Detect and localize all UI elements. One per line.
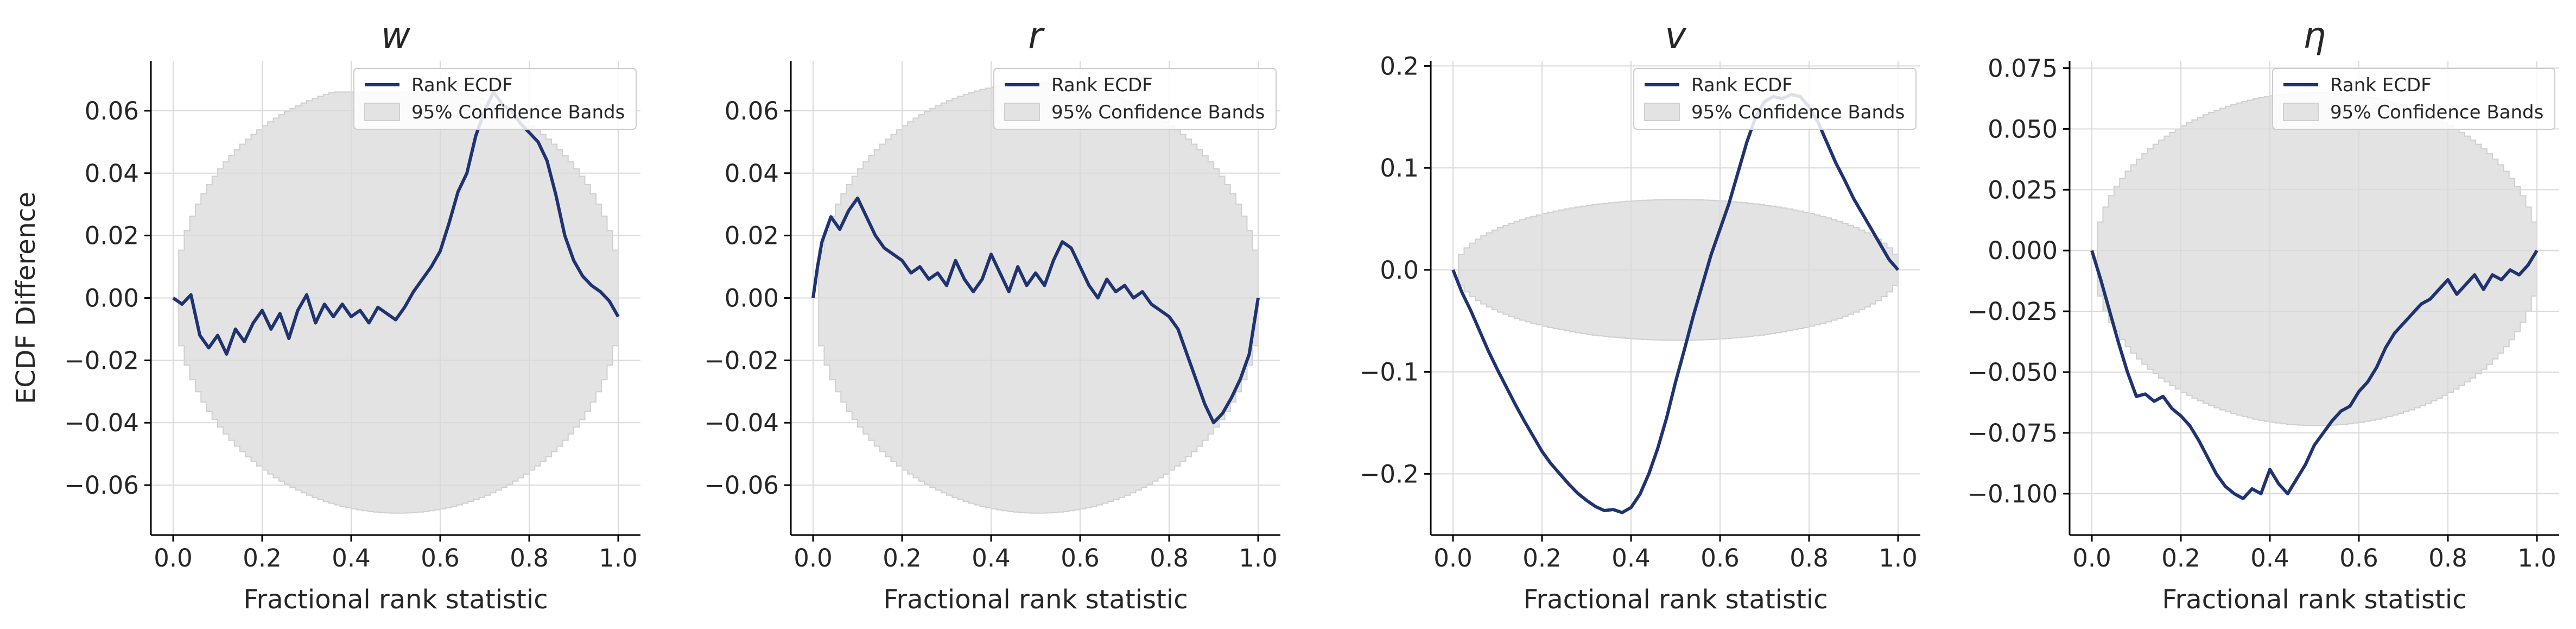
x-tick-label: 0.8 — [1150, 544, 1189, 573]
x-tick-label: 0.2 — [1522, 544, 1562, 573]
x-tick-label: 0.2 — [2161, 544, 2200, 573]
legend-band-swatch — [1644, 103, 1680, 121]
legend-band-swatch — [364, 103, 400, 121]
y-tick-label: −0.04 — [64, 408, 139, 437]
series-line-rank-ecdf — [1451, 92, 1900, 514]
series-line-rank-ecdf — [172, 90, 620, 356]
series-line-rank-ecdf — [2090, 249, 2539, 500]
y-tick-label: −0.2 — [1360, 460, 1419, 488]
subplot-title: v — [1665, 15, 1686, 56]
y-tick-label: −0.050 — [1967, 358, 2058, 387]
y-tick-label: 0.1 — [1380, 154, 1419, 183]
legend-box — [993, 68, 1277, 130]
y-tick-label: −0.06 — [64, 471, 139, 500]
x-axis-label: Fractional rank statistic — [1523, 584, 1828, 615]
x-tick-label: 0.8 — [2428, 544, 2467, 573]
y-tick-label: −0.04 — [704, 408, 779, 437]
x-tick-label: 1.0 — [599, 544, 638, 573]
y-tick-label: 0.04 — [85, 159, 139, 188]
legend-band-swatch — [2283, 103, 2319, 121]
y-tick-label: 0.02 — [85, 222, 139, 250]
legend-label-confidence-bands: 95% Confidence Bands — [1691, 102, 1905, 123]
y-tick-label: 0.06 — [85, 97, 139, 125]
x-axis-label: Fractional rank statistic — [243, 584, 548, 615]
legend-label-confidence-bands: 95% Confidence Bands — [1051, 102, 1265, 123]
y-tick-label: 0.06 — [725, 97, 779, 125]
x-tick-label: 0.2 — [243, 544, 282, 573]
y-tick-label: −0.100 — [1967, 480, 2058, 508]
x-tick-label: 0.6 — [1701, 544, 1740, 573]
x-tick-label: 0.4 — [1611, 544, 1651, 573]
x-axis-label: Fractional rank statistic — [2162, 584, 2466, 615]
legend-label-confidence-bands: 95% Confidence Bands — [411, 102, 625, 123]
series-line-rank-ecdf — [811, 196, 1260, 425]
legend-label-rank-ecdf: Rank ECDF — [2330, 74, 2432, 96]
legend-box — [2272, 68, 2555, 130]
y-tick-label: −0.075 — [1967, 419, 2058, 448]
x-tick-label: 0.0 — [154, 544, 193, 573]
subplot-title: η — [2303, 15, 2326, 56]
y-tick-label: −0.02 — [704, 346, 779, 375]
legend: Rank ECDF 95% Confidence Bands — [1633, 68, 1917, 130]
x-tick-label: 0.4 — [332, 544, 371, 573]
x-tick-label: 1.0 — [2517, 544, 2556, 573]
legend: Rank ECDF 95% Confidence Bands — [993, 68, 1277, 130]
x-axis-label: Fractional rank statistic — [883, 584, 1188, 615]
legend: Rank ECDF 95% Confidence Bands — [353, 68, 637, 130]
x-tick-label: 0.0 — [2072, 544, 2111, 573]
legend: Rank ECDF 95% Confidence Bands — [2272, 68, 2555, 130]
subplot-eta: 0.0 0.2 0.4 0.6 0.8 1.0 0.075 0.050 0.025 0.000 −0… — [1967, 15, 2559, 615]
y-tick-label: −0.1 — [1360, 358, 1419, 387]
y-tick-label: 0.000 — [1988, 236, 2058, 265]
x-tick-label: 0.6 — [1061, 544, 1100, 573]
legend-label-rank-ecdf: Rank ECDF — [1691, 74, 1793, 96]
y-tick-label: 0.02 — [725, 222, 779, 250]
y-tick-label: −0.06 — [704, 471, 779, 500]
y-tick-label: 0.075 — [1988, 54, 2058, 83]
y-tick-label: 0.0 — [1380, 256, 1419, 285]
subplot-w: 0.0 0.2 0.4 0.6 0.8 1.0 0.06 0.04 0.02 0.00 −0.02 −… — [11, 15, 640, 615]
legend-label-rank-ecdf: Rank ECDF — [411, 74, 513, 96]
y-tick-label: 0.00 — [725, 284, 779, 313]
y-tick-label: −0.02 — [64, 346, 139, 375]
legend-box — [353, 68, 637, 130]
x-tick-label: 1.0 — [1239, 544, 1278, 573]
x-tick-label: 0.0 — [1433, 544, 1473, 573]
y-tick-label: 0.2 — [1380, 52, 1419, 80]
legend-label-rank-ecdf: Rank ECDF — [1051, 74, 1153, 96]
y-tick-label: 0.025 — [1988, 175, 2058, 204]
x-tick-label: 0.6 — [421, 544, 460, 573]
x-tick-label: 0.4 — [972, 544, 1011, 573]
x-tick-label: 1.0 — [1879, 544, 1918, 573]
subplot-r: 0.0 0.2 0.4 0.6 0.8 1.0 0.06 0.04 0.02 0.00 −0.02 −… — [704, 15, 1280, 615]
y-tick-label: 0.04 — [725, 159, 779, 188]
x-tick-label: 0.0 — [794, 544, 833, 573]
x-tick-label: 0.4 — [2250, 544, 2289, 573]
legend-label-confidence-bands: 95% Confidence Bands — [2330, 102, 2543, 123]
confidence-band — [173, 91, 619, 514]
x-tick-label: 0.8 — [1790, 544, 1829, 573]
legend-box — [1633, 68, 1917, 130]
confidence-band — [2092, 92, 2537, 426]
subplot-title: r — [1028, 15, 1045, 56]
subplot-v: 0.0 0.2 0.4 0.6 0.8 1.0 0.2 0.1 0.0 −0.1 −0.2 v Frac… — [1360, 15, 1920, 615]
x-tick-label: 0.2 — [883, 544, 922, 573]
y-tick-label: −0.025 — [1967, 297, 2058, 326]
x-tick-label: 0.6 — [2339, 544, 2378, 573]
subplot-title: w — [381, 15, 411, 56]
x-tick-label: 0.8 — [510, 544, 549, 573]
y-tick-label: 0.00 — [85, 284, 139, 313]
legend-band-swatch — [1004, 103, 1040, 121]
y-axis-label: ECDF Difference — [11, 192, 41, 404]
y-tick-label: 0.050 — [1988, 115, 2058, 143]
